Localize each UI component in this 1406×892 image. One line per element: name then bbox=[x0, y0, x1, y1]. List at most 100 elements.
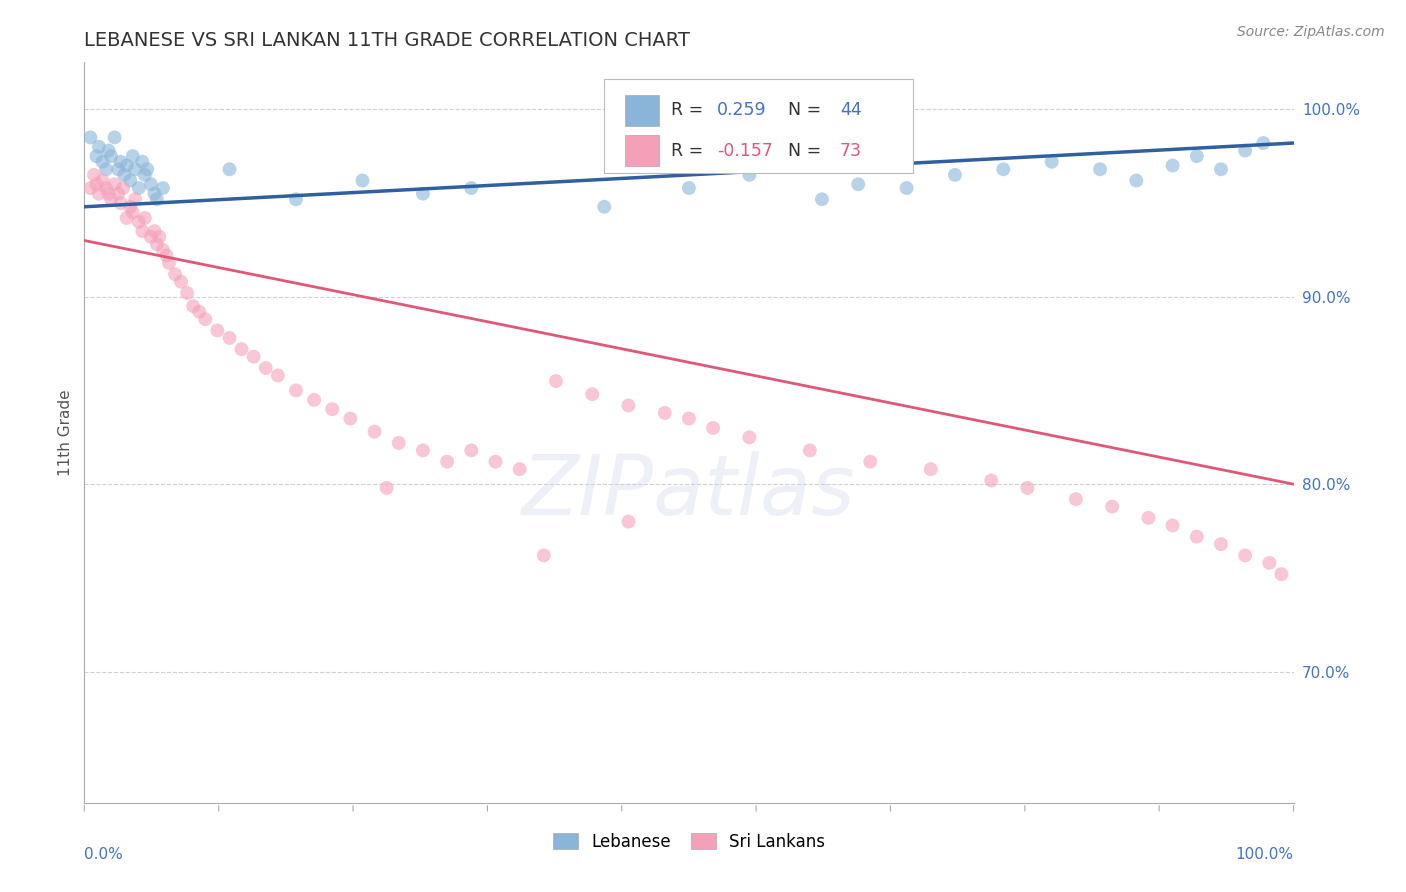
Point bbox=[121, 205, 143, 219]
Point bbox=[170, 275, 193, 289]
Point bbox=[218, 331, 240, 345]
Point bbox=[165, 267, 187, 281]
Point bbox=[533, 549, 555, 563]
Point bbox=[702, 421, 724, 435]
Point bbox=[97, 144, 120, 158]
Point bbox=[980, 474, 1002, 488]
Point bbox=[115, 159, 138, 173]
Text: ZIPatlas: ZIPatlas bbox=[522, 451, 856, 533]
Point bbox=[83, 168, 105, 182]
Point bbox=[120, 200, 142, 214]
Point bbox=[176, 285, 198, 300]
Point bbox=[339, 411, 361, 425]
Point bbox=[284, 192, 308, 206]
Point bbox=[1161, 518, 1184, 533]
Point bbox=[207, 323, 229, 337]
Point bbox=[104, 178, 127, 192]
Point bbox=[91, 173, 114, 187]
Point bbox=[97, 186, 120, 201]
Point bbox=[94, 162, 117, 177]
Point bbox=[859, 455, 882, 469]
Point bbox=[148, 229, 170, 244]
Text: -0.157: -0.157 bbox=[717, 142, 773, 160]
Point bbox=[412, 443, 434, 458]
Point bbox=[1234, 144, 1257, 158]
Point bbox=[1253, 136, 1275, 150]
FancyBboxPatch shape bbox=[624, 135, 659, 166]
Point bbox=[91, 154, 114, 169]
Point bbox=[1017, 481, 1039, 495]
Point bbox=[110, 196, 132, 211]
Point bbox=[131, 224, 153, 238]
Point bbox=[738, 168, 761, 182]
Point bbox=[1185, 530, 1208, 544]
Point bbox=[110, 154, 132, 169]
Point bbox=[94, 181, 117, 195]
Point bbox=[157, 256, 180, 270]
Point bbox=[79, 130, 101, 145]
Point bbox=[104, 130, 127, 145]
Text: LEBANESE VS SRI LANKAN 11TH GRADE CORRELATION CHART: LEBANESE VS SRI LANKAN 11TH GRADE CORREL… bbox=[84, 30, 690, 50]
Point bbox=[112, 168, 135, 182]
Point bbox=[86, 178, 108, 192]
Point bbox=[1185, 149, 1208, 163]
Point bbox=[134, 211, 156, 225]
Point bbox=[1101, 500, 1123, 514]
Point bbox=[112, 181, 135, 195]
Point bbox=[181, 299, 204, 313]
Point bbox=[121, 149, 143, 163]
Point bbox=[460, 443, 482, 458]
Point bbox=[124, 192, 146, 206]
Point bbox=[131, 154, 153, 169]
Text: N =: N = bbox=[778, 102, 827, 120]
Point bbox=[352, 173, 374, 187]
Point bbox=[484, 455, 506, 469]
Legend: Lebanese, Sri Lankans: Lebanese, Sri Lankans bbox=[543, 823, 835, 861]
Point bbox=[544, 374, 567, 388]
Point bbox=[1258, 556, 1281, 570]
Point bbox=[509, 462, 531, 476]
Point bbox=[799, 443, 821, 458]
Point bbox=[146, 237, 169, 252]
Point bbox=[846, 178, 869, 192]
Point bbox=[188, 304, 211, 318]
Point bbox=[139, 178, 162, 192]
Point bbox=[920, 462, 942, 476]
Point bbox=[100, 149, 122, 163]
Point bbox=[231, 342, 253, 356]
Point bbox=[1234, 549, 1257, 563]
Point bbox=[1137, 511, 1160, 525]
Point bbox=[943, 168, 966, 182]
Point bbox=[120, 173, 142, 187]
Point bbox=[155, 248, 177, 262]
Point bbox=[143, 186, 166, 201]
Point bbox=[152, 243, 174, 257]
Text: 0.0%: 0.0% bbox=[84, 847, 124, 863]
Point bbox=[87, 186, 110, 201]
Text: Source: ZipAtlas.com: Source: ZipAtlas.com bbox=[1237, 25, 1385, 39]
Point bbox=[1270, 567, 1292, 582]
Text: R =: R = bbox=[671, 142, 709, 160]
Point bbox=[593, 200, 616, 214]
Point bbox=[87, 140, 110, 154]
Point bbox=[436, 455, 458, 469]
Point bbox=[654, 406, 676, 420]
Point bbox=[321, 402, 343, 417]
Point bbox=[254, 361, 277, 376]
Point bbox=[100, 192, 122, 206]
Point bbox=[79, 181, 101, 195]
Point bbox=[375, 481, 398, 495]
Point bbox=[139, 229, 162, 244]
Point bbox=[134, 168, 156, 182]
Point bbox=[302, 392, 325, 407]
Text: R =: R = bbox=[671, 102, 709, 120]
Point bbox=[388, 436, 411, 450]
Point bbox=[194, 312, 217, 326]
Point bbox=[1209, 162, 1232, 177]
Point bbox=[284, 384, 308, 398]
Point bbox=[678, 411, 700, 425]
Point bbox=[115, 211, 138, 225]
Point bbox=[124, 162, 146, 177]
Point bbox=[1040, 154, 1063, 169]
Point bbox=[1088, 162, 1111, 177]
